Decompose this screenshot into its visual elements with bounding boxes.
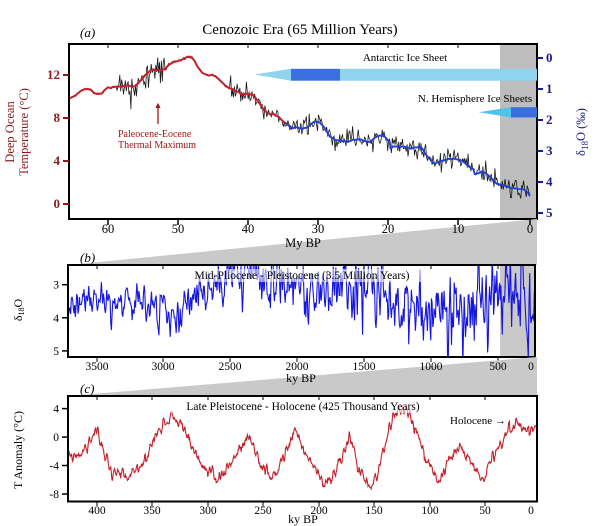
svg-text:0: 0 xyxy=(528,361,534,373)
svg-text:N. Hemisphere Ice Sheets: N. Hemisphere Ice Sheets xyxy=(418,93,532,105)
svg-text:60: 60 xyxy=(102,222,115,236)
svg-text:Deep Ocean: Deep Ocean xyxy=(3,101,17,163)
svg-text:300: 300 xyxy=(199,505,217,517)
svg-text:Late Pleistocene - Holocene (4: Late Pleistocene - Holocene (425 Thousan… xyxy=(186,401,419,413)
svg-text:Temperature (°C): Temperature (°C) xyxy=(17,88,31,176)
svg-text:20: 20 xyxy=(382,222,395,236)
svg-text:12: 12 xyxy=(47,67,60,82)
svg-text:150: 150 xyxy=(365,505,383,517)
svg-text:ky BP: ky BP xyxy=(286,371,316,385)
svg-text:3: 3 xyxy=(546,143,553,158)
svg-text:30: 30 xyxy=(312,222,325,236)
svg-text:My BP: My BP xyxy=(285,236,321,250)
svg-text:2500: 2500 xyxy=(219,361,242,373)
svg-text:4: 4 xyxy=(53,313,59,325)
svg-text:(c): (c) xyxy=(80,381,94,396)
svg-text:Thermal Maximum: Thermal Maximum xyxy=(118,140,196,151)
svg-text:0: 0 xyxy=(53,432,59,444)
svg-text:50: 50 xyxy=(172,222,185,236)
svg-text:350: 350 xyxy=(143,505,161,517)
svg-text:T Anomaly (°C): T Anomaly (°C) xyxy=(11,411,25,489)
svg-text:50: 50 xyxy=(479,505,491,517)
svg-text:4: 4 xyxy=(546,174,553,189)
svg-text:0: 0 xyxy=(527,222,533,236)
svg-text:2: 2 xyxy=(546,112,553,127)
svg-text:(b): (b) xyxy=(80,250,95,265)
svg-text:-4: -4 xyxy=(49,461,59,473)
svg-text:-8: -8 xyxy=(49,489,59,501)
svg-text:(a): (a) xyxy=(80,25,95,40)
svg-text:10: 10 xyxy=(452,222,465,236)
svg-text:8: 8 xyxy=(54,110,61,125)
svg-text:4: 4 xyxy=(54,153,61,168)
svg-text:200: 200 xyxy=(310,505,328,517)
svg-text:Cenozoic Era (65 Million Years: Cenozoic Era (65 Million Years) xyxy=(202,22,397,38)
svg-text:40: 40 xyxy=(242,222,255,236)
svg-text:Holocene →: Holocene → xyxy=(450,415,506,427)
svg-text:0: 0 xyxy=(528,505,534,517)
svg-text:Antarctic Ice Sheet: Antarctic Ice Sheet xyxy=(363,52,447,64)
svg-text:3000: 3000 xyxy=(152,361,175,373)
svg-text:Paleocene-Eocene: Paleocene-Eocene xyxy=(118,129,192,140)
svg-text:0: 0 xyxy=(546,50,553,65)
svg-text:250: 250 xyxy=(254,505,272,517)
svg-text:5: 5 xyxy=(546,205,553,220)
svg-text:1: 1 xyxy=(546,81,553,96)
svg-text:3: 3 xyxy=(53,280,59,292)
svg-text:1500: 1500 xyxy=(353,361,376,373)
svg-text:Mid-Pliocene - Pleistocene (3.: Mid-Pliocene - Pleistocene (3.5 Million … xyxy=(195,270,410,282)
svg-text:100: 100 xyxy=(421,505,439,517)
svg-text:0: 0 xyxy=(54,196,61,211)
svg-text:1000: 1000 xyxy=(420,361,443,373)
svg-text:5: 5 xyxy=(53,346,59,358)
svg-text:500: 500 xyxy=(489,361,507,373)
svg-text:400: 400 xyxy=(88,505,106,517)
svg-text:4: 4 xyxy=(53,404,59,416)
svg-text:3500: 3500 xyxy=(86,361,109,373)
